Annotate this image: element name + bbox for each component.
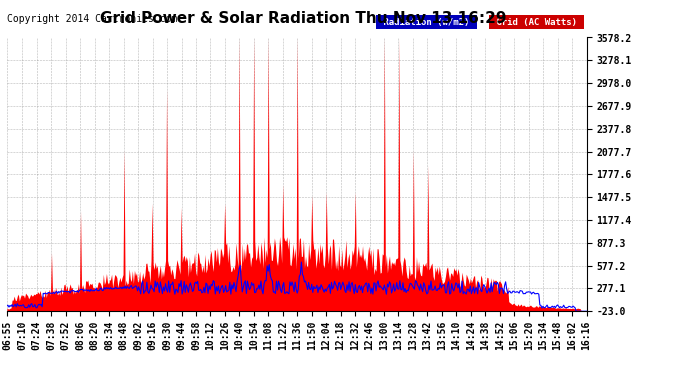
Text: Radiation (w/m2): Radiation (w/m2) — [378, 18, 475, 27]
Text: Grid Power & Solar Radiation Thu Nov 13 16:29: Grid Power & Solar Radiation Thu Nov 13 … — [100, 11, 507, 26]
Text: Copyright 2014 Cartronics.com: Copyright 2014 Cartronics.com — [7, 14, 177, 24]
Text: Grid (AC Watts): Grid (AC Watts) — [491, 18, 582, 27]
